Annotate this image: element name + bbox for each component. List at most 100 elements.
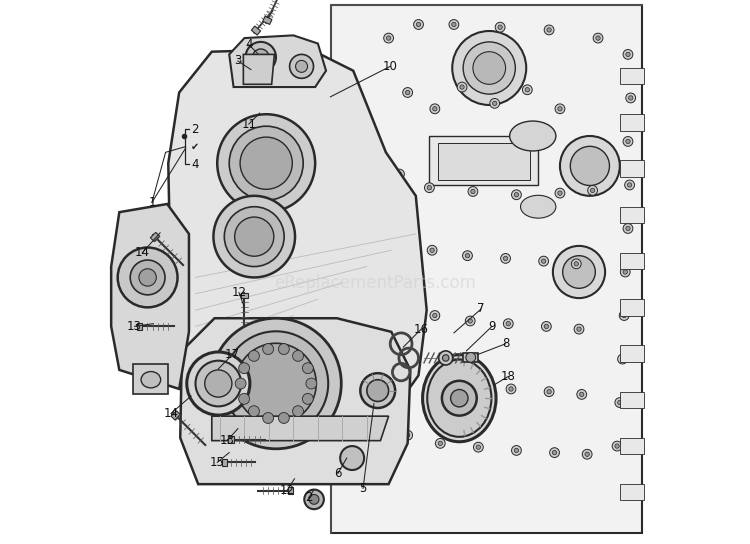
Circle shape	[588, 186, 598, 195]
Polygon shape	[262, 16, 272, 24]
Polygon shape	[111, 204, 189, 389]
Bar	[620, 253, 644, 269]
Circle shape	[590, 188, 595, 193]
Circle shape	[562, 256, 596, 288]
Circle shape	[398, 172, 402, 176]
Circle shape	[442, 355, 449, 361]
Circle shape	[262, 344, 274, 355]
Text: 4: 4	[191, 158, 199, 171]
Text: 4: 4	[245, 38, 253, 51]
Circle shape	[577, 390, 586, 399]
Circle shape	[430, 311, 439, 320]
Circle shape	[620, 357, 625, 361]
Circle shape	[130, 260, 165, 295]
Polygon shape	[136, 323, 142, 330]
Circle shape	[560, 136, 620, 196]
Circle shape	[544, 387, 554, 397]
Circle shape	[626, 93, 635, 103]
Circle shape	[403, 430, 412, 440]
Circle shape	[399, 237, 404, 242]
Circle shape	[230, 126, 303, 200]
Circle shape	[498, 25, 502, 29]
Circle shape	[235, 217, 274, 256]
Circle shape	[396, 234, 406, 244]
Circle shape	[466, 353, 476, 362]
Circle shape	[360, 373, 395, 408]
Circle shape	[547, 28, 551, 32]
Text: 5: 5	[359, 482, 367, 495]
Bar	[620, 392, 644, 408]
Circle shape	[514, 193, 518, 197]
Circle shape	[139, 269, 156, 286]
Circle shape	[236, 343, 316, 424]
Text: 9: 9	[488, 320, 496, 333]
Text: 13: 13	[127, 320, 142, 333]
Circle shape	[495, 22, 505, 32]
Ellipse shape	[141, 372, 160, 388]
Text: 11: 11	[242, 118, 256, 131]
Circle shape	[580, 392, 584, 397]
Circle shape	[304, 490, 324, 509]
Circle shape	[248, 406, 259, 417]
Circle shape	[550, 448, 560, 458]
Circle shape	[458, 82, 467, 92]
Polygon shape	[180, 318, 410, 484]
Circle shape	[615, 398, 625, 407]
Circle shape	[400, 302, 404, 307]
Circle shape	[628, 183, 632, 187]
Circle shape	[427, 245, 437, 255]
Bar	[430, 136, 538, 185]
Circle shape	[468, 381, 478, 391]
Polygon shape	[221, 459, 227, 466]
Circle shape	[625, 180, 634, 190]
Circle shape	[490, 98, 500, 108]
Circle shape	[623, 50, 633, 59]
Text: 6: 6	[334, 467, 342, 480]
Ellipse shape	[427, 360, 491, 437]
Circle shape	[245, 42, 276, 72]
Circle shape	[253, 49, 269, 65]
Circle shape	[622, 313, 626, 318]
Circle shape	[552, 450, 556, 455]
Circle shape	[623, 224, 633, 233]
Circle shape	[626, 139, 630, 144]
Circle shape	[433, 313, 437, 318]
Circle shape	[452, 22, 456, 27]
Circle shape	[509, 387, 513, 391]
Circle shape	[468, 319, 472, 323]
Circle shape	[187, 352, 250, 415]
Circle shape	[523, 85, 532, 95]
Text: 14: 14	[135, 246, 150, 259]
Text: 15: 15	[210, 456, 225, 469]
Text: 14: 14	[164, 407, 178, 420]
Circle shape	[292, 350, 304, 361]
Circle shape	[574, 324, 584, 334]
Text: 12: 12	[279, 484, 294, 497]
Circle shape	[468, 187, 478, 196]
Circle shape	[506, 384, 516, 394]
Circle shape	[427, 186, 431, 190]
Circle shape	[292, 406, 304, 417]
Circle shape	[623, 270, 628, 274]
Circle shape	[262, 412, 274, 423]
Circle shape	[473, 52, 506, 84]
Circle shape	[214, 196, 295, 277]
Polygon shape	[171, 411, 180, 420]
Circle shape	[302, 393, 313, 404]
Circle shape	[471, 384, 475, 388]
Circle shape	[424, 183, 434, 193]
Text: eReplacementParts.com: eReplacementParts.com	[274, 274, 476, 292]
Circle shape	[582, 449, 592, 459]
Circle shape	[512, 446, 521, 455]
Circle shape	[340, 446, 364, 470]
Circle shape	[278, 412, 290, 423]
Text: ✔: ✔	[191, 142, 200, 152]
Circle shape	[205, 370, 232, 397]
Bar	[620, 207, 644, 223]
Bar	[620, 68, 644, 84]
Text: 10: 10	[382, 60, 398, 73]
Circle shape	[617, 400, 622, 405]
Circle shape	[433, 376, 442, 386]
Polygon shape	[228, 436, 233, 443]
Circle shape	[503, 256, 508, 261]
